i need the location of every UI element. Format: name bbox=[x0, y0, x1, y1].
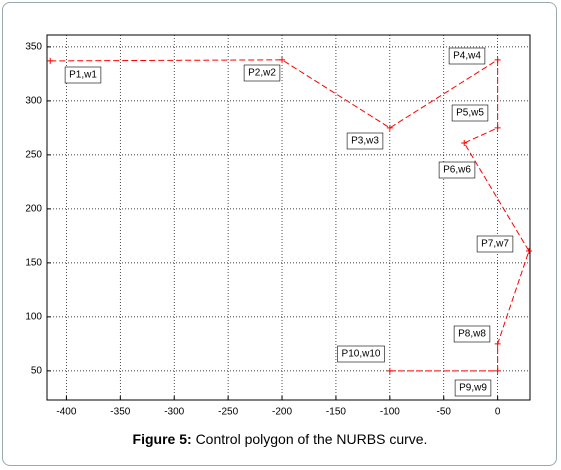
control-polygon bbox=[50, 58, 530, 372]
x-tick-label: -250 bbox=[218, 407, 238, 418]
x-tick-label: -350 bbox=[110, 407, 130, 418]
point-label: P6,w6 bbox=[443, 165, 471, 176]
point-label-box bbox=[243, 64, 281, 82]
point-label-box bbox=[448, 47, 486, 65]
point-label-box bbox=[438, 161, 476, 179]
point-label: P3,w3 bbox=[351, 136, 379, 147]
control-point bbox=[494, 340, 501, 347]
y-tick-label: 150 bbox=[25, 257, 42, 268]
point-label: P9,w9 bbox=[459, 383, 487, 394]
point-label-box bbox=[346, 132, 384, 150]
control-point bbox=[47, 57, 54, 64]
x-tick-label: 0 bbox=[495, 407, 501, 418]
x-tick-label: -400 bbox=[56, 407, 76, 418]
control-point bbox=[494, 124, 501, 131]
point-label: P8,w8 bbox=[458, 329, 486, 340]
point-label: P4,w4 bbox=[453, 51, 481, 62]
x-tick-label: -200 bbox=[272, 407, 292, 418]
x-tick-label: -300 bbox=[164, 407, 184, 418]
y-tick-label: 250 bbox=[25, 150, 42, 161]
figure-frame bbox=[2, 2, 557, 466]
x-tick-label: -50 bbox=[437, 407, 452, 418]
point-label-box bbox=[453, 325, 491, 343]
plot-border bbox=[46, 34, 531, 401]
x-tick-label: -100 bbox=[380, 407, 400, 418]
plot-area bbox=[47, 35, 530, 400]
y-tick-label: 100 bbox=[25, 311, 42, 322]
control-point bbox=[494, 56, 501, 63]
caption: Figure 5: Control polygon of the NURBS c… bbox=[133, 431, 428, 447]
control-point bbox=[386, 367, 393, 374]
point-label-box bbox=[337, 345, 385, 363]
y-tick-label: 50 bbox=[31, 365, 43, 376]
point-label-box bbox=[454, 379, 492, 397]
control-point bbox=[494, 367, 501, 374]
point-label-box bbox=[64, 66, 102, 84]
x-tick-label: -150 bbox=[326, 407, 346, 418]
point-label: P2,w2 bbox=[248, 68, 276, 79]
point-label-box bbox=[451, 104, 489, 122]
control-point bbox=[279, 56, 286, 63]
control-point bbox=[525, 247, 532, 254]
point-label: P10,w10 bbox=[342, 349, 381, 360]
y-tick-label: 300 bbox=[25, 96, 42, 107]
point-label: P7,w7 bbox=[481, 239, 509, 250]
caption-text: Control polygon of the NURBS curve. bbox=[196, 431, 428, 447]
y-tick-label: 350 bbox=[25, 42, 42, 53]
control-point bbox=[461, 139, 468, 146]
control-point bbox=[386, 124, 393, 131]
y-tick-label: 200 bbox=[25, 204, 42, 215]
point-label: P1,w1 bbox=[69, 70, 97, 81]
caption-prefix: Figure 5: bbox=[133, 431, 192, 447]
point-label: P5,w5 bbox=[456, 108, 484, 119]
point-label-box bbox=[476, 235, 514, 253]
